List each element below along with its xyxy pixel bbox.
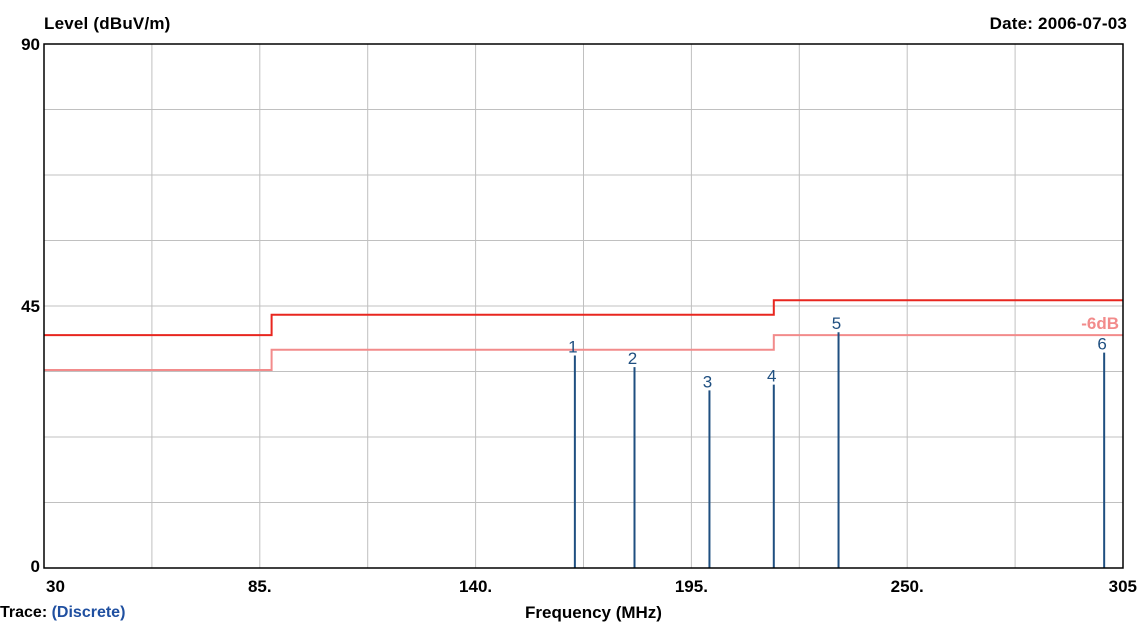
limit-line-label: -6dB [1081,314,1119,333]
marker-3-label: 3 [703,372,712,391]
marker-4-label: 4 [767,367,776,386]
marker-1-label: 1 [568,337,577,356]
y-tick-label: 90 [21,35,40,54]
x-tick-label: 85. [248,577,272,596]
trace-label: Trace: [0,604,47,621]
x-tick-label: 305 [1109,577,1137,596]
marker-6-label: 6 [1097,335,1106,354]
x-tick-label: 250. [891,577,924,596]
date-label: Date: 2006-07-03 [990,14,1127,34]
x-tick-label: 30 [46,577,65,596]
marker-5-label: 5 [832,314,841,333]
y-tick-label: 0 [31,557,40,576]
y-axis-title: Level (dBuV/m) [44,14,171,34]
marker-2-label: 2 [628,349,637,368]
trace-value: (Discrete) [52,604,126,621]
x-axis-title: Frequency (MHz) [525,603,662,622]
x-tick-label: 195. [675,577,708,596]
trace-indicator: Trace: (Discrete) [0,604,125,622]
x-tick-label: 140. [459,577,492,596]
y-tick-label: 45 [21,297,40,316]
